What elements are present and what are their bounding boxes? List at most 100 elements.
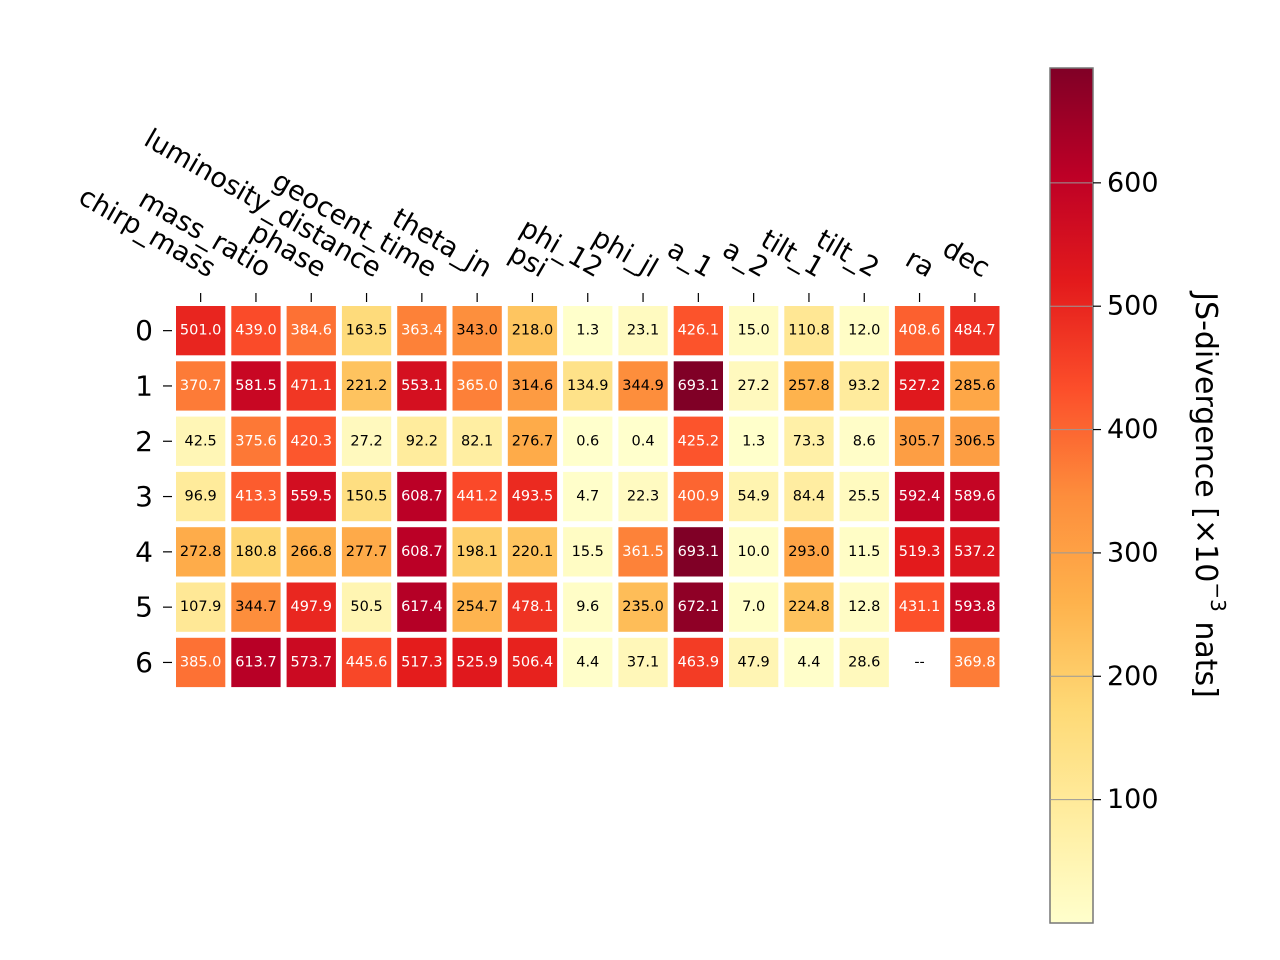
heatmap-cell — [950, 582, 1000, 632]
heatmap-cell — [618, 306, 668, 356]
column-label: a_1 — [662, 234, 718, 284]
cell-value-label: 413.3 — [235, 489, 277, 505]
heatmap-cell — [784, 582, 834, 632]
heatmap-cell — [452, 361, 502, 411]
column-label: ra — [900, 243, 939, 284]
heatmap-cell — [452, 637, 502, 688]
cell-value-label: 257.8 — [788, 378, 830, 394]
heatmap-cell — [341, 416, 392, 466]
heatmap-cell — [341, 637, 392, 688]
heatmap-cell — [563, 306, 613, 356]
heatmap-cell — [950, 637, 1000, 688]
heatmap-cell — [231, 471, 281, 522]
heatmap-cell — [397, 527, 447, 577]
heatmap-cell — [563, 361, 613, 411]
heatmap-cell — [231, 637, 281, 688]
cell-value-label: 0.6 — [576, 433, 599, 449]
heatmap-cell — [784, 471, 834, 522]
cell-value-label: 54.9 — [738, 489, 770, 505]
heatmap-cell — [950, 527, 1000, 577]
heatmap-cell — [286, 527, 336, 577]
heatmap-cell — [286, 361, 336, 411]
cell-value-label: 484.7 — [954, 323, 996, 339]
cell-value-label: 4.7 — [576, 489, 599, 505]
cell-value-label: 305.7 — [899, 433, 941, 449]
heatmap-cell — [894, 306, 945, 356]
cell-value-label: 266.8 — [290, 544, 332, 560]
colorbar-label: JS-divergence [×10−3 nats] — [1189, 290, 1231, 698]
cell-value-label: 527.2 — [899, 378, 941, 394]
heatmap-cell — [784, 361, 834, 411]
cell-value-label: 293.0 — [788, 544, 830, 560]
heatmap-cell — [673, 582, 723, 632]
colorbar-tick-label: 300 — [1107, 537, 1159, 568]
cell-value-label: 525.9 — [456, 654, 498, 670]
cell-value-label: 96.9 — [185, 489, 217, 505]
heatmap-cell — [341, 306, 392, 356]
cell-value-label: 82.1 — [461, 433, 493, 449]
cell-value-label: 276.7 — [512, 433, 554, 449]
heatmap-cell — [286, 582, 336, 632]
cell-value-label: 277.7 — [346, 544, 388, 560]
cell-value-label: 593.8 — [954, 599, 996, 615]
cell-value-label: 218.0 — [512, 323, 554, 339]
heatmap-cell — [452, 416, 502, 466]
cell-value-label: 608.7 — [401, 489, 443, 505]
cell-value-label: 517.3 — [401, 654, 443, 670]
cell-value-label: 9.6 — [576, 599, 599, 615]
heatmap-cell — [729, 471, 779, 522]
colorbar: 100 200 300 400 500 600 — [1049, 67, 1159, 924]
heatmap-cell — [618, 637, 668, 688]
column-label: dec — [937, 233, 995, 284]
heatmap-cell — [563, 582, 613, 632]
cell-value-label: 613.7 — [235, 654, 277, 670]
heatmap-cell — [286, 471, 336, 522]
cell-value-label: 420.3 — [290, 433, 332, 449]
cell-value-label: 235.0 — [622, 599, 664, 615]
cell-value-label: 506.4 — [512, 654, 554, 670]
cell-value-label: 220.1 — [512, 544, 554, 560]
heatmap-cell — [894, 471, 945, 522]
cell-value-label: 408.6 — [899, 323, 941, 339]
cell-value-label: 22.3 — [627, 489, 659, 505]
column-label: tilt_2 — [811, 224, 884, 284]
cell-value-label: 163.5 — [346, 323, 388, 339]
heatmap-cell — [507, 416, 558, 466]
heatmap-cell — [563, 637, 613, 688]
cell-value-label: 12.8 — [848, 599, 880, 615]
cell-value-label: 425.2 — [678, 433, 720, 449]
cell-value-label: 471.1 — [290, 378, 332, 394]
heatmap-cell — [784, 416, 834, 466]
heatmap-cell — [231, 582, 281, 632]
heatmap-cell — [397, 416, 447, 466]
cell-value-label: 73.3 — [793, 433, 825, 449]
heatmap-cell — [452, 582, 502, 632]
heatmap-cell — [231, 527, 281, 577]
cell-value-label: 224.8 — [788, 599, 830, 615]
cell-value-label: 369.8 — [954, 654, 996, 670]
heatmap-cell — [839, 306, 889, 356]
heatmap-cell — [618, 416, 668, 466]
cell-value-label: 47.9 — [738, 654, 770, 670]
cell-value-label: 519.3 — [899, 544, 941, 560]
cell-value-label: 400.9 — [678, 489, 720, 505]
row-labels: 0 1 2 3 4 5 6 — [135, 314, 172, 679]
cell-value-label: 559.5 — [290, 489, 332, 505]
cell-value-label: 12.0 — [848, 323, 880, 339]
cell-value-label: 431.1 — [899, 599, 941, 615]
heatmap-cell — [397, 582, 447, 632]
row-label: 4 — [135, 535, 153, 568]
cell-value-label: 617.4 — [401, 599, 443, 615]
cell-value-label: 306.5 — [954, 433, 996, 449]
heatmap-cell — [784, 527, 834, 577]
cell-value-label: 344.7 — [235, 599, 277, 615]
heatmap-cell — [618, 471, 668, 522]
column-label: phi_jl — [587, 222, 663, 284]
heatmap-cell — [176, 361, 226, 411]
cell-value-label: 180.8 — [235, 544, 277, 560]
cell-value-label: 608.7 — [401, 544, 443, 560]
cell-value-label: 693.1 — [678, 378, 720, 394]
cell-value-label: 10.0 — [738, 544, 770, 560]
cell-value-label: 370.7 — [180, 378, 222, 394]
cell-value-label: 92.2 — [406, 433, 438, 449]
